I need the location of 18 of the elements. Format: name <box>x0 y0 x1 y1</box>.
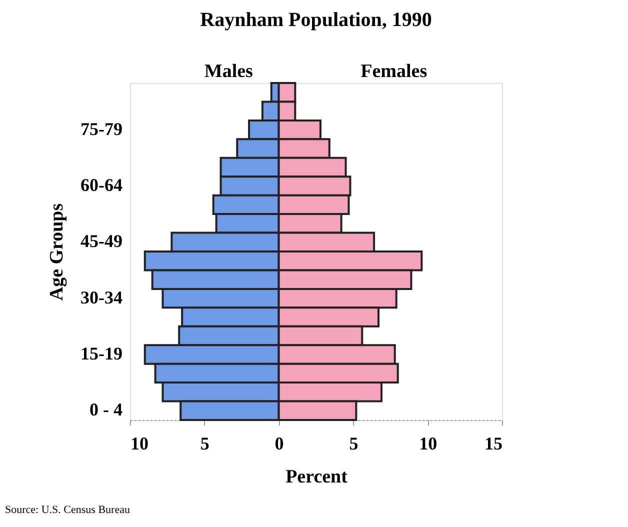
y-tick-label: 75-79 <box>80 118 122 139</box>
y-axis-title: Age Groups <box>46 203 68 301</box>
x-tick-label: 10 <box>130 434 148 454</box>
y-tick-label: 30-34 <box>80 287 122 308</box>
text: Females <box>360 61 428 82</box>
x-tick-label: 5 <box>200 434 210 454</box>
x-tick-label: 10 <box>419 434 438 454</box>
x-tick-label: 5 <box>349 434 358 454</box>
x-tick-label: 15 <box>484 434 502 454</box>
y-tick-label: 0 - 4 <box>90 400 122 420</box>
y-tick-label: 15-19 <box>80 343 122 364</box>
chart-title: Raynham Population, 1990 <box>200 9 432 31</box>
source-note: Source: U.S. Census Bureau <box>5 504 130 516</box>
series-label: Males <box>204 61 253 82</box>
x-axis-title: Percent <box>286 466 348 488</box>
y-tick-label: 60-64 <box>80 174 122 195</box>
y-tick-label: 45-49 <box>80 231 122 252</box>
x-tick-label: 0 <box>274 434 284 454</box>
